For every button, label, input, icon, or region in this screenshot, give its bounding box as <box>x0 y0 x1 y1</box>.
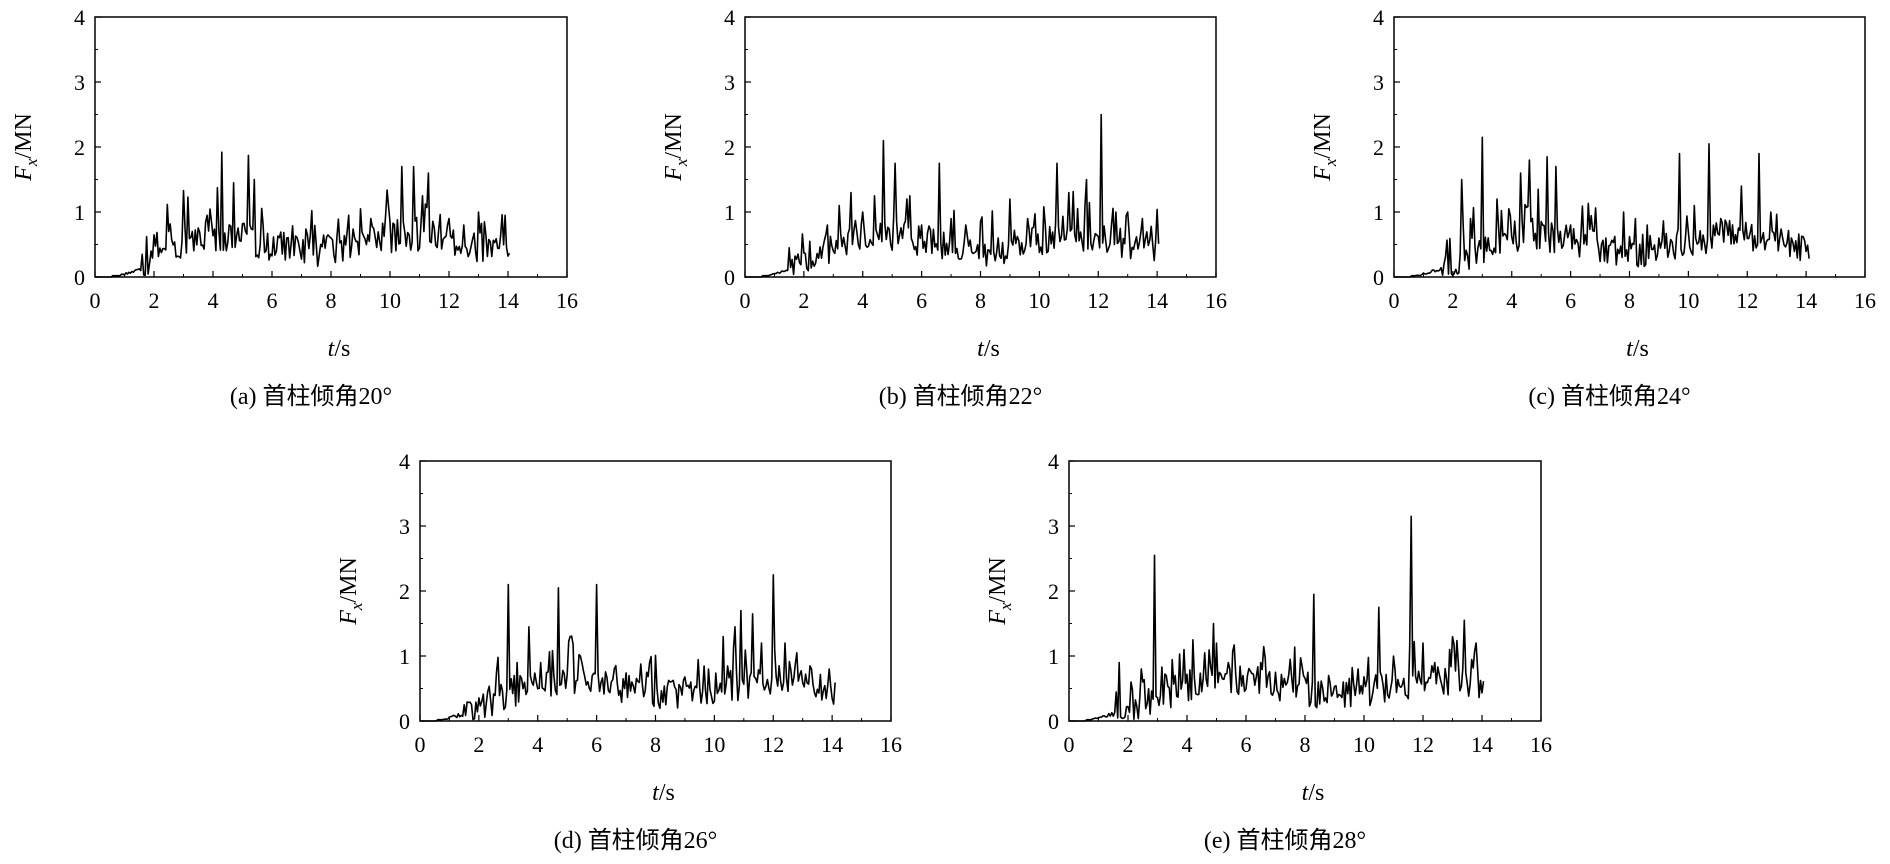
y-tick-label: 1 <box>1048 644 1059 669</box>
x-tick-label: 14 <box>497 288 519 313</box>
x-tick-label: 2 <box>473 732 484 757</box>
x-axis-label: t/s <box>977 336 1000 362</box>
y-tick-label: 0 <box>74 265 85 290</box>
y-tick-label: 1 <box>724 200 735 225</box>
x-tick-label: 8 <box>326 288 337 313</box>
y-tick-label: 3 <box>74 70 85 95</box>
y-tick-label: 3 <box>1048 514 1059 539</box>
x-tick-label: 8 <box>650 732 661 757</box>
x-tick-label: 6 <box>591 732 602 757</box>
x-tick-label: 2 <box>149 288 160 313</box>
y-tick-label: 3 <box>1373 70 1384 95</box>
x-tick-label: 4 <box>532 732 543 757</box>
force-series-line <box>1394 136 1810 278</box>
x-tick-label: 12 <box>762 732 784 757</box>
y-tick-label: 2 <box>399 579 410 604</box>
y-tick-label: 0 <box>724 265 735 290</box>
x-tick-label: 2 <box>1447 288 1458 313</box>
x-tick-label: 16 <box>880 732 902 757</box>
x-axis-label: t/s <box>652 780 675 806</box>
y-axis-label: Fx/MN <box>336 557 366 626</box>
force-series-line <box>1069 515 1485 722</box>
x-axis-label: t/s <box>1626 336 1649 362</box>
panel-caption: (d) 首柱倾角26° <box>554 827 718 854</box>
y-tick-label: 0 <box>399 709 410 734</box>
y-tick-label: 0 <box>1373 265 1384 290</box>
x-tick-label: 12 <box>1087 288 1109 313</box>
x-tick-label: 6 <box>1241 732 1252 757</box>
x-tick-label: 12 <box>1412 732 1434 757</box>
y-axis-label: Fx/MN <box>661 113 691 182</box>
y-axis-label: Fx/MN <box>11 113 41 182</box>
x-tick-label: 6 <box>916 288 927 313</box>
x-tick-label: 4 <box>857 288 868 313</box>
x-tick-label: 2 <box>1123 732 1134 757</box>
y-tick-label: 0 <box>1048 709 1059 734</box>
x-tick-label: 0 <box>1389 288 1400 313</box>
x-axis-label: t/s <box>1302 780 1325 806</box>
x-tick-label: 0 <box>740 288 751 313</box>
y-tick-label: 2 <box>724 135 735 160</box>
x-tick-label: 8 <box>1300 732 1311 757</box>
force-series-line <box>95 151 511 278</box>
y-tick-label: 2 <box>1048 579 1059 604</box>
x-axis-label: t/s <box>328 336 351 362</box>
x-tick-label: 12 <box>1736 288 1758 313</box>
x-tick-label: 14 <box>1146 288 1168 313</box>
x-tick-label: 16 <box>1205 288 1227 313</box>
y-tick-label: 4 <box>399 449 410 474</box>
y-tick-label: 4 <box>74 5 85 30</box>
x-tick-label: 14 <box>1795 288 1817 313</box>
x-tick-label: 14 <box>821 732 843 757</box>
x-tick-label: 6 <box>267 288 278 313</box>
x-tick-label: 10 <box>1677 288 1699 313</box>
x-tick-label: 10 <box>1353 732 1375 757</box>
y-axis-label: Fx/MN <box>985 557 1015 626</box>
y-tick-label: 2 <box>1373 135 1384 160</box>
x-tick-label: 0 <box>90 288 101 313</box>
x-tick-label: 4 <box>1182 732 1193 757</box>
y-tick-label: 4 <box>1373 5 1384 30</box>
x-tick-label: 16 <box>1854 288 1876 313</box>
x-tick-label: 4 <box>1506 288 1517 313</box>
x-tick-label: 0 <box>415 732 426 757</box>
y-tick-label: 4 <box>724 5 735 30</box>
x-tick-label: 2 <box>798 288 809 313</box>
x-tick-label: 16 <box>1530 732 1552 757</box>
y-tick-label: 2 <box>74 135 85 160</box>
y-axis-label: Fx/MN <box>1310 113 1340 182</box>
y-tick-label: 1 <box>74 200 85 225</box>
x-tick-label: 10 <box>379 288 401 313</box>
panel-caption: (e) 首柱倾角28° <box>1204 827 1366 854</box>
x-tick-label: 14 <box>1471 732 1493 757</box>
x-tick-label: 0 <box>1064 732 1075 757</box>
force-series-line <box>745 113 1160 278</box>
panel-caption: (a) 首柱倾角20° <box>230 383 392 410</box>
y-tick-label: 3 <box>399 514 410 539</box>
x-tick-label: 16 <box>556 288 578 313</box>
force-series-line <box>420 574 836 722</box>
x-tick-label: 10 <box>703 732 725 757</box>
x-tick-label: 12 <box>438 288 460 313</box>
x-tick-label: 4 <box>208 288 219 313</box>
y-tick-label: 4 <box>1048 449 1059 474</box>
x-tick-label: 8 <box>975 288 986 313</box>
panel-caption: (b) 首柱倾角22° <box>879 383 1043 410</box>
x-tick-label: 6 <box>1565 288 1576 313</box>
y-tick-label: 3 <box>724 70 735 95</box>
x-tick-label: 8 <box>1624 288 1635 313</box>
y-tick-label: 1 <box>399 644 410 669</box>
x-tick-label: 10 <box>1028 288 1050 313</box>
panel-caption: (c) 首柱倾角24° <box>1528 383 1690 410</box>
y-tick-label: 1 <box>1373 200 1384 225</box>
